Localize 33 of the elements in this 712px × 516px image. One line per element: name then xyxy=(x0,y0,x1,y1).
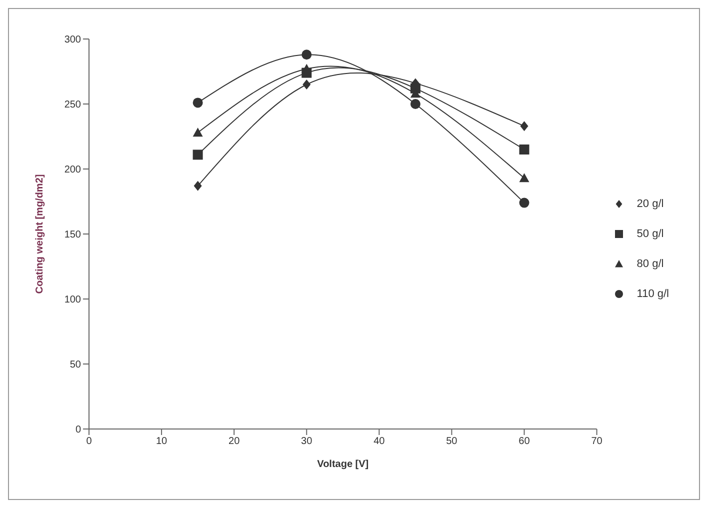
y-tick-label: 150 xyxy=(64,230,82,241)
point xyxy=(302,64,312,73)
x-axis-title: Voltage [V] xyxy=(317,459,369,470)
x-tick-label: 20 xyxy=(228,436,240,448)
point xyxy=(192,98,203,108)
y-tick-label: 50 xyxy=(70,360,82,371)
point xyxy=(410,99,420,109)
y-axis-title: Coating weight [mg/dm2] xyxy=(34,174,46,294)
y-tick-label: 100 xyxy=(64,294,82,306)
point xyxy=(519,173,530,182)
point xyxy=(302,80,311,90)
point xyxy=(519,198,530,208)
legend-label: 50 g/l xyxy=(636,228,664,240)
point xyxy=(194,180,202,191)
point xyxy=(192,128,203,137)
x-tick-label: 10 xyxy=(156,436,168,448)
y-tick-label: 200 xyxy=(64,164,82,176)
point xyxy=(520,121,528,132)
x-tick-label: 0 xyxy=(86,436,92,448)
y-tick-label: 300 xyxy=(64,34,82,46)
x-tick-label: 70 xyxy=(591,436,603,448)
x-tick-label: 50 xyxy=(446,436,458,448)
legend-label: 20 g/l xyxy=(636,198,664,210)
y-tick-label: 0 xyxy=(75,424,82,436)
point xyxy=(302,50,312,60)
y-tick-label: 250 xyxy=(64,100,82,111)
x-tick-label: 60 xyxy=(518,436,530,448)
x-tick-label: 40 xyxy=(374,436,386,448)
legend-label: 110 g/l xyxy=(636,288,669,300)
point xyxy=(192,150,203,160)
x-tick-label: 30 xyxy=(301,436,313,448)
point xyxy=(519,144,530,154)
legend-label: 80 g/l xyxy=(636,258,664,270)
